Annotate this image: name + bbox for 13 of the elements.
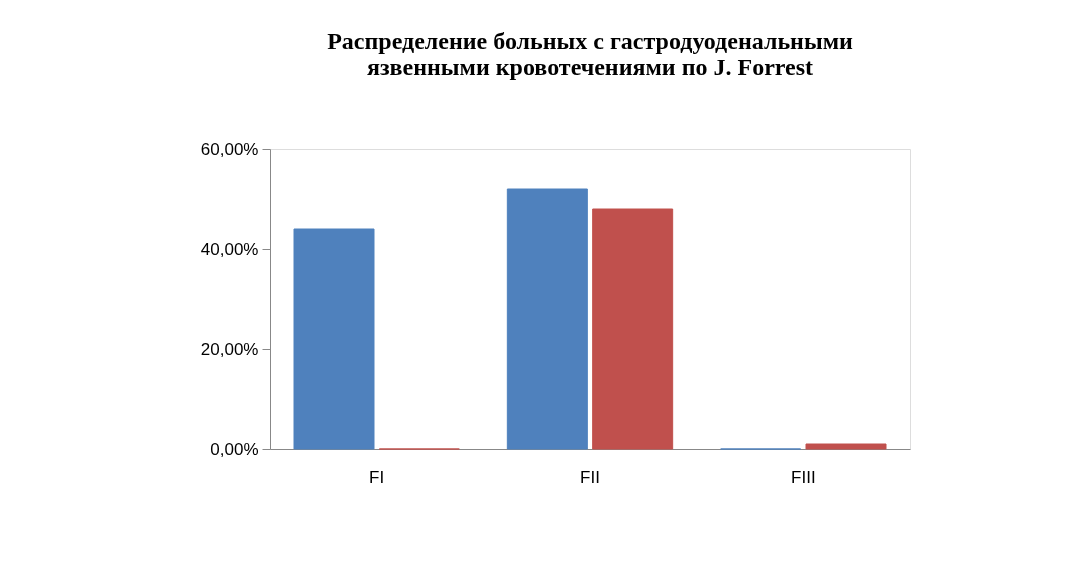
x-tick-label: FI	[369, 467, 385, 487]
bar	[805, 443, 887, 450]
bar	[506, 188, 588, 450]
x-tick-label: FII	[580, 467, 600, 487]
y-tick-label: 40,00%	[200, 239, 259, 259]
bar	[592, 208, 674, 450]
y-tick-label: 20,00%	[200, 339, 259, 359]
bar	[293, 228, 375, 450]
text: Распределение больных с гастродуоденальными	[327, 28, 853, 54]
y-tick-label: 60,00%	[200, 139, 259, 159]
y-tick-label: 0,00%	[210, 439, 259, 459]
text: язвенными кровотечениями по J. Forrest	[366, 54, 814, 80]
x-tick-label: FIII	[791, 467, 816, 487]
